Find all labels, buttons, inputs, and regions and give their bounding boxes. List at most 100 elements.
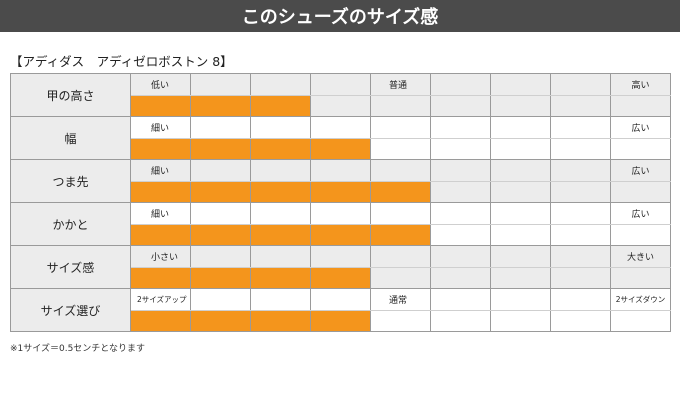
scale-cell	[490, 288, 551, 311]
scale-cell	[430, 73, 491, 96]
bar-empty-cell	[370, 95, 431, 117]
footnote: ※1サイズ＝0.5センチとなります	[10, 344, 146, 354]
scale-right-label: 高い	[610, 73, 671, 96]
scale-center-label	[370, 159, 431, 182]
bar-empty-cell	[490, 138, 551, 160]
size-bar-row	[11, 267, 671, 289]
bar-empty-cell	[610, 310, 671, 332]
scale-cell	[490, 159, 551, 182]
bar-fill-cell	[310, 310, 371, 332]
scale-cell	[490, 116, 551, 139]
page-header: このシューズのサイズ感	[0, 0, 680, 32]
bar-empty-cell	[550, 310, 611, 332]
size-row: かかと 細い 広い	[10, 202, 671, 246]
bar-empty-cell	[610, 224, 671, 246]
scale-cell	[310, 73, 371, 96]
bar-fill-cell	[250, 310, 311, 332]
scale-center-label	[370, 202, 431, 225]
scale-cell	[310, 202, 371, 225]
scale-cell	[550, 159, 611, 182]
scale-left-label: 細い	[130, 159, 191, 182]
scale-cell	[310, 245, 371, 268]
scale-cell	[550, 245, 611, 268]
scale-cell	[490, 73, 551, 96]
scale-center-label	[370, 245, 431, 268]
size-chart-table: 甲の高さ 低い 普通 高い幅細い 広い つま先 細い 広い かかと 細い 広い サイズ感 小さい 大きいサ…	[10, 73, 671, 332]
bar-fill-cell	[130, 224, 191, 246]
bar-fill-cell	[130, 310, 191, 332]
scale-cell	[190, 159, 251, 182]
size-row: 幅細い 広い	[10, 116, 671, 160]
scale-left-label: 細い	[130, 202, 191, 225]
bar-empty-cell	[610, 267, 671, 289]
bar-empty-cell	[490, 95, 551, 117]
bar-empty-cell	[550, 267, 611, 289]
scale-cell	[190, 288, 251, 311]
bar-fill-cell	[310, 138, 371, 160]
scale-center-label	[370, 116, 431, 139]
bar-empty-cell	[550, 138, 611, 160]
bar-fill-cell	[370, 181, 431, 203]
bar-fill-cell	[130, 181, 191, 203]
scale-left-label: 低い	[130, 73, 191, 96]
scale-cell	[550, 202, 611, 225]
bar-empty-cell	[550, 224, 611, 246]
bar-fill-cell	[130, 95, 191, 117]
bar-empty-cell	[430, 95, 491, 117]
scale-cell	[550, 73, 611, 96]
size-row: 甲の高さ 低い 普通 高い	[10, 73, 671, 117]
row-label: 甲の高さ	[10, 73, 131, 117]
size-bar-row	[11, 310, 671, 332]
bar-empty-cell	[310, 95, 371, 117]
scale-left-label: 2サイズアップ	[130, 288, 191, 311]
bar-fill-cell	[190, 224, 251, 246]
scale-cell	[250, 202, 311, 225]
scale-center-label: 通常	[370, 288, 431, 311]
product-name: 【アディダス アディゼロボストン 8】	[10, 54, 233, 69]
page-title: このシューズのサイズ感	[241, 7, 439, 28]
bar-empty-cell	[490, 181, 551, 203]
bar-fill-cell	[310, 267, 371, 289]
scale-cell	[430, 288, 491, 311]
scale-cell	[190, 245, 251, 268]
size-bar-row	[11, 138, 671, 160]
scale-cell	[250, 116, 311, 139]
scale-cell	[490, 245, 551, 268]
scale-cell	[190, 116, 251, 139]
size-row: サイズ選び 2サイズアップ 通常 2サイズダウン	[10, 288, 671, 332]
scale-cell	[310, 116, 371, 139]
bar-fill-cell	[310, 181, 371, 203]
bar-empty-cell	[490, 267, 551, 289]
scale-cell	[430, 116, 491, 139]
scale-cell	[550, 288, 611, 311]
row-label: サイズ選び	[10, 288, 131, 332]
row-label: つま先	[10, 159, 131, 203]
scale-left-label: 小さい	[130, 245, 191, 268]
bar-fill-cell	[130, 138, 191, 160]
scale-right-label: 広い	[610, 116, 671, 139]
bar-empty-cell	[430, 267, 491, 289]
scale-cell	[250, 245, 311, 268]
scale-cell	[310, 159, 371, 182]
bar-fill-cell	[310, 224, 371, 246]
scale-right-label: 広い	[610, 202, 671, 225]
scale-cell	[550, 116, 611, 139]
row-label: サイズ感	[10, 245, 131, 289]
scale-cell	[250, 288, 311, 311]
bar-empty-cell	[490, 310, 551, 332]
bar-empty-cell	[430, 138, 491, 160]
bar-empty-cell	[490, 224, 551, 246]
bar-fill-cell	[250, 181, 311, 203]
bar-empty-cell	[370, 267, 431, 289]
scale-cell	[190, 202, 251, 225]
scale-cell	[430, 245, 491, 268]
scale-right-label: 2サイズダウン	[610, 288, 671, 311]
size-row: つま先 細い 広い	[10, 159, 671, 203]
scale-cell	[430, 202, 491, 225]
bar-fill-cell	[190, 95, 251, 117]
scale-right-label: 大きい	[610, 245, 671, 268]
bar-fill-cell	[190, 310, 251, 332]
bar-fill-cell	[190, 138, 251, 160]
bar-empty-cell	[610, 138, 671, 160]
bar-fill-cell	[190, 267, 251, 289]
